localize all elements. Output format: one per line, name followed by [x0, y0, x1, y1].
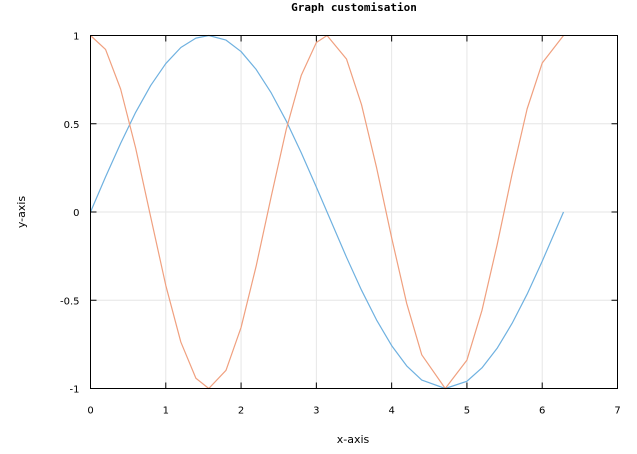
series-1-point	[120, 143, 121, 144]
chart-title: Graph customisation	[291, 1, 417, 14]
series-1-point	[240, 51, 241, 52]
plot-series	[89, 34, 565, 390]
series-1-point	[346, 257, 347, 258]
series-2-point	[150, 217, 151, 218]
series-1-point	[256, 69, 257, 70]
series-1-point	[165, 63, 166, 64]
series-2-point	[391, 237, 392, 238]
series-2-point	[195, 378, 196, 379]
series-line-2	[90, 34, 564, 390]
series-2-point	[301, 75, 302, 76]
series-2-point	[466, 359, 467, 360]
series-2-point	[180, 341, 181, 342]
series-line-1	[89, 34, 565, 390]
series-2-point	[120, 88, 121, 89]
series-1-point	[150, 85, 151, 86]
series-1-point	[361, 290, 362, 291]
series-2-point	[361, 104, 362, 105]
series-2-point	[421, 354, 422, 355]
series-1-point	[563, 211, 564, 212]
series-1-point	[511, 323, 512, 324]
y-tick-label: -0.5	[60, 296, 80, 307]
series-1-point	[326, 211, 327, 212]
x-tick-label: 4	[388, 406, 394, 417]
series-1-point	[466, 381, 467, 382]
x-tick-label: 0	[87, 406, 93, 417]
x-tick-label: 6	[539, 406, 545, 417]
series-2-point	[496, 245, 497, 246]
series-1-point	[135, 112, 136, 113]
series-1-point	[391, 345, 392, 346]
series-2-point	[135, 148, 136, 149]
y-tick-label: 0	[73, 208, 79, 219]
series-1-point	[421, 379, 422, 380]
series-2-point	[240, 327, 241, 328]
series-1-point	[481, 367, 482, 368]
series-1-point	[316, 187, 317, 188]
series-2-point	[165, 285, 166, 286]
series-1-point	[195, 38, 196, 39]
series-1-point	[105, 176, 106, 177]
series-2-point	[346, 58, 347, 59]
series-2-point	[542, 62, 543, 63]
series-2-point	[256, 266, 257, 267]
x-tick-label: 1	[163, 406, 169, 417]
series-2-point	[225, 370, 226, 371]
series-1-point	[271, 92, 272, 93]
series-1-point	[225, 39, 226, 40]
series-1-point	[180, 47, 181, 48]
series-2-point	[481, 310, 482, 311]
series-2-point	[105, 49, 106, 50]
series-2-point	[316, 42, 317, 43]
series-2-point	[511, 173, 512, 174]
series-1-point	[496, 348, 497, 349]
x-tick-label: 2	[238, 406, 244, 417]
series-1-point	[527, 293, 528, 294]
grid	[90, 35, 618, 389]
y-tick-label: 1	[73, 32, 79, 43]
plot-frame	[90, 35, 618, 389]
series-1-point	[286, 120, 287, 121]
series-2-point	[271, 196, 272, 197]
x-tick-label: 7	[614, 406, 620, 417]
series-2-point	[286, 129, 287, 130]
axis-ticks: 0 1 2 3 4 5 6 7 -1 -0.5 0 0.5 1	[60, 32, 621, 417]
x-tick-label: 5	[464, 406, 470, 417]
series-2-point	[527, 108, 528, 109]
y-axis-label: y-axis	[15, 196, 28, 229]
y-tick-label: 0.5	[64, 120, 80, 131]
y-tick-label: -1	[70, 385, 80, 396]
series-1-point	[376, 319, 377, 320]
series-1-point	[301, 152, 302, 153]
series-2-point	[376, 167, 377, 168]
series-1-point	[406, 365, 407, 366]
series-1-point	[542, 261, 543, 262]
series-2-point	[406, 303, 407, 304]
x-axis-label: x-axis	[337, 433, 370, 446]
x-tick-label: 3	[313, 406, 319, 417]
